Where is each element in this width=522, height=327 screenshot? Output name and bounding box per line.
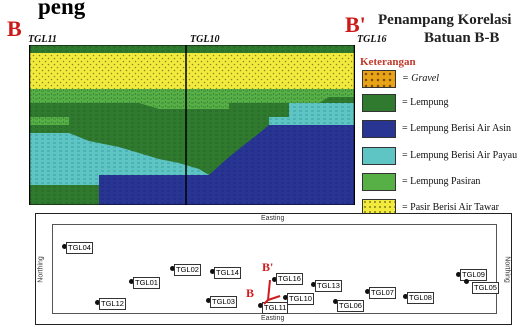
well-marker-tgl10 [283, 295, 288, 300]
layer-lempung-pasiran-left [29, 117, 69, 125]
lempung-air-payau-swatch [362, 147, 396, 165]
figure-title-line-2: Batuan B-B [424, 30, 500, 46]
well-marker-tgl16 [272, 277, 277, 282]
layer-lempung-bottom-left [29, 185, 99, 205]
legend-label-lempung-pasiran: = Lempung Pasiran [402, 176, 481, 187]
well-marker-tgl02 [170, 266, 175, 271]
well-label-left: TGL11 [28, 34, 57, 45]
legend-item-lempung-air-payau: = Lempung Berisi Air Payau [362, 147, 517, 169]
well-tag-tgl01: TGL01 [133, 277, 160, 289]
well-marker-tgl11 [258, 303, 263, 308]
well-tag-tgl02: TGL02 [174, 264, 201, 276]
well-tag-tgl10: TGL10 [287, 293, 314, 305]
layer-lempung-air-asin-bottom [99, 190, 355, 205]
legend-label-lempung-air-payau: = Lempung Berisi Air Payau [402, 150, 518, 161]
easting-label-top: Easting [261, 215, 285, 222]
location-map: Easting Easting Northing Northing TGL04 … [35, 213, 512, 325]
layer-lempung-air-payau-left [29, 133, 209, 185]
well-tag-tgl09: TGL09 [460, 269, 487, 281]
layer-lempung-air-asin [99, 125, 355, 190]
well-marker-tgl09 [456, 272, 461, 277]
well-marker-tgl07 [365, 289, 370, 294]
easting-label-bottom: Easting [261, 315, 285, 322]
legend-label-pasir-air-tawar: = Pasir Berisi Air Tawar [402, 202, 499, 213]
well-tag-tgl14: TGL14 [214, 267, 241, 279]
well-marker-tgl14 [210, 269, 215, 274]
well-label-right: TGL16 [357, 34, 387, 45]
well-marker-tgl01 [129, 279, 134, 284]
layer-lempung-pasiran-upper [29, 89, 355, 109]
page-title: peng [38, 0, 86, 19]
gravel-swatch [362, 70, 396, 88]
well-tag-tgl06: TGL06 [337, 300, 364, 312]
well-tag-tgl08: TGL08 [407, 292, 434, 304]
well-tag-tgl13: TGL13 [315, 280, 342, 292]
legend-title: Keterangan [360, 56, 416, 68]
well-tag-tgl16: TGL16 [276, 273, 303, 285]
legend-label-lempung-air-asin: = Lempung Berisi Air Asin [402, 123, 511, 134]
section-start-label: B [7, 16, 22, 41]
lempung-air-asin-swatch [362, 120, 396, 138]
legend-item-lempung-air-asin: = Lempung Berisi Air Asin [362, 120, 512, 142]
well-marker-tgl08 [403, 294, 408, 299]
well-marker-tgl13 [311, 282, 316, 287]
legend-item-lempung: = Lempung [362, 94, 512, 116]
well-marker-tgl06 [333, 299, 338, 304]
well-marker-tgl05 [464, 279, 469, 284]
legend-item-lempung-pasiran: = Lempung Pasiran [362, 173, 512, 195]
layer-pasir-air-tawar [29, 53, 355, 89]
well-tag-tgl04: TGL04 [66, 242, 93, 254]
well-marker-tgl03 [206, 298, 211, 303]
figure-title-line-1: Penampang Korelasi [378, 12, 512, 28]
layer-lempung-top [29, 45, 355, 53]
well-label-middle: TGL10 [190, 34, 220, 45]
northing-label-left: Northing [37, 256, 45, 283]
well-marker-tgl12 [95, 300, 100, 305]
well-marker-tgl04 [62, 244, 67, 249]
northing-label-right: Northing [503, 256, 511, 283]
legend-label-gravel: = Gravel [402, 73, 440, 84]
well-tag-tgl12: TGL12 [99, 298, 126, 310]
well-tag-tgl03: TGL03 [210, 296, 237, 308]
lempung-pasiran-swatch [362, 173, 396, 191]
well-tag-tgl11: TGL11 [262, 302, 289, 314]
legend-item-gravel: = Gravel [362, 70, 512, 92]
cross-section-diagram [29, 45, 355, 205]
well-tag-tgl07: TGL07 [369, 287, 396, 299]
well-tag-tgl05: TGL05 [472, 282, 499, 294]
lempung-swatch [362, 94, 396, 112]
layer-lempung-air-payau-right [269, 103, 355, 125]
section-line-bb [263, 279, 281, 305]
map-marker-b: B [246, 286, 255, 300]
map-marker-b-prime: B' [262, 260, 274, 274]
legend: Keterangan = Gravel = Lempung = Lempung … [360, 56, 520, 217]
section-end-label: B' [345, 12, 366, 37]
legend-label-lempung: = Lempung [402, 97, 449, 108]
